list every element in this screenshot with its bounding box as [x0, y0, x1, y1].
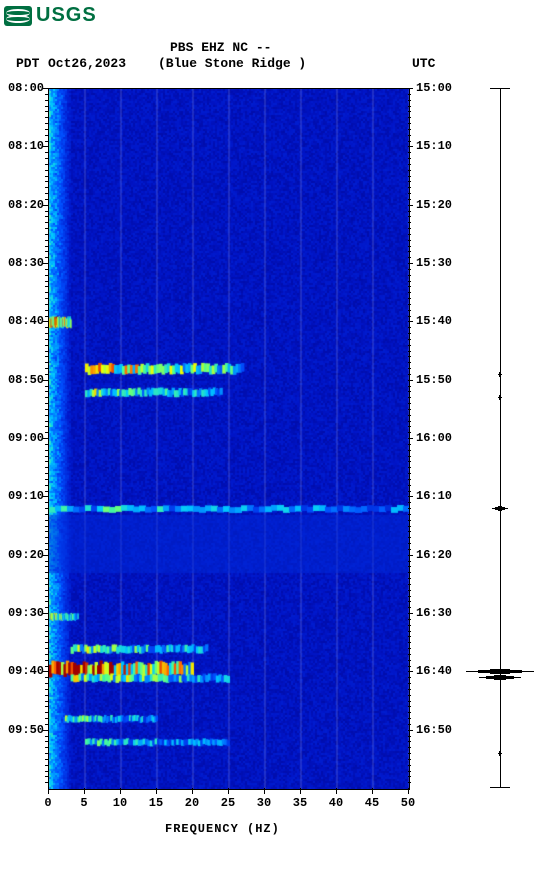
y-right-tick-label: 15:30 [416, 256, 460, 270]
usgs-logo: USGS [4, 4, 97, 27]
y-left-tick-label: 08:10 [0, 139, 44, 153]
x-tick-label: 20 [182, 796, 202, 810]
seismo-axis-cap-top [490, 88, 510, 89]
y-left-tick-label: 08:20 [0, 198, 44, 212]
seismo-wiggle-line [499, 376, 500, 377]
y-right-tick-label: 15:20 [416, 198, 460, 212]
usgs-logo-icon [4, 6, 32, 26]
y-right-tick-label: 15:40 [416, 314, 460, 328]
x-tick-label: 0 [38, 796, 58, 810]
y-left-tick-label: 09:20 [0, 548, 44, 562]
x-tick-label: 40 [326, 796, 346, 810]
seismogram-trace [460, 88, 540, 788]
x-tick-label: 35 [290, 796, 310, 810]
seismo-axis-cap-bot [490, 787, 510, 788]
y-left-tick-label: 09:50 [0, 723, 44, 737]
y-left-tick-label: 09:10 [0, 489, 44, 503]
y-left-tick-label: 09:40 [0, 664, 44, 678]
y-right-tick-label: 16:10 [416, 489, 460, 503]
y-right-tick-label: 15:50 [416, 373, 460, 387]
right-timezone: UTC [412, 56, 435, 71]
y-left-tick-label: 08:40 [0, 314, 44, 328]
x-tick-label: 15 [146, 796, 166, 810]
seismo-wiggle-line [499, 399, 500, 400]
date-label: Oct26,2023 [48, 56, 126, 71]
y-right-tick-label: 16:20 [416, 548, 460, 562]
x-tick-label: 45 [362, 796, 382, 810]
left-timezone: PDT [16, 56, 39, 71]
y-left-tick-label: 08:00 [0, 81, 44, 95]
y-right-tick-label: 15:00 [416, 81, 460, 95]
station-location: (Blue Stone Ridge ) [158, 56, 306, 71]
station-code: PBS EHZ NC -- [170, 40, 271, 55]
seismo-wiggle-line [498, 510, 503, 511]
x-tick-label: 5 [74, 796, 94, 810]
x-tick-label: 25 [218, 796, 238, 810]
y-right-tick-label: 16:30 [416, 606, 460, 620]
usgs-logo-text: USGS [36, 4, 97, 27]
x-tick-label: 10 [110, 796, 130, 810]
x-tick-label: 50 [398, 796, 418, 810]
y-right-tick-label: 15:10 [416, 139, 460, 153]
seismo-wiggle-line [494, 679, 507, 680]
seismo-axis-line [500, 88, 501, 788]
y-right-tick-label: 16:00 [416, 431, 460, 445]
y-right-tick-label: 16:40 [416, 664, 460, 678]
x-axis-title: FREQUENCY (HZ) [165, 822, 280, 836]
y-left-tick-label: 08:30 [0, 256, 44, 270]
y-left-tick-label: 09:00 [0, 431, 44, 445]
y-right-tick-label: 16:50 [416, 723, 460, 737]
y-left-tick-label: 09:30 [0, 606, 44, 620]
spectrogram-plot [48, 88, 410, 790]
seismo-wiggle-line [499, 755, 500, 756]
y-left-tick-label: 08:50 [0, 373, 44, 387]
x-tick-label: 30 [254, 796, 274, 810]
spectrogram-canvas [49, 89, 409, 789]
